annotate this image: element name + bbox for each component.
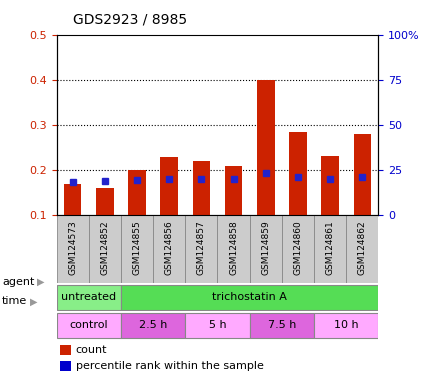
Text: GSM124573: GSM124573 — [68, 221, 77, 275]
Text: control: control — [69, 321, 108, 331]
FancyBboxPatch shape — [217, 215, 249, 283]
Text: 7.5 h: 7.5 h — [267, 321, 296, 331]
Text: untreated: untreated — [61, 292, 116, 302]
Text: GSM124852: GSM124852 — [100, 221, 109, 275]
FancyBboxPatch shape — [121, 285, 378, 310]
Text: GSM124855: GSM124855 — [132, 221, 141, 275]
Bar — [59, 345, 71, 355]
Bar — [321, 156, 338, 215]
Bar — [224, 166, 242, 215]
Text: 2.5 h: 2.5 h — [138, 321, 167, 331]
Bar — [192, 161, 210, 215]
FancyBboxPatch shape — [249, 215, 281, 283]
Text: trichostatin A: trichostatin A — [212, 292, 286, 302]
Bar — [96, 188, 113, 215]
Text: GSM124858: GSM124858 — [229, 221, 237, 275]
Text: count: count — [76, 345, 107, 355]
FancyBboxPatch shape — [281, 215, 313, 283]
Bar — [160, 157, 178, 215]
Text: GSM124856: GSM124856 — [164, 221, 173, 275]
Text: time: time — [2, 296, 27, 306]
FancyBboxPatch shape — [345, 215, 378, 283]
FancyBboxPatch shape — [56, 215, 89, 283]
FancyBboxPatch shape — [121, 215, 153, 283]
Text: GDS2923 / 8985: GDS2923 / 8985 — [73, 13, 187, 27]
Text: ▶: ▶ — [37, 277, 44, 287]
FancyBboxPatch shape — [313, 215, 345, 283]
Text: GSM124857: GSM124857 — [197, 221, 205, 275]
Text: ▶: ▶ — [30, 296, 37, 306]
Text: GSM124861: GSM124861 — [325, 221, 334, 275]
Text: GSM124859: GSM124859 — [261, 221, 270, 275]
Text: 5 h: 5 h — [208, 321, 226, 331]
Text: agent: agent — [2, 277, 34, 287]
Text: 10 h: 10 h — [333, 321, 358, 331]
Bar — [59, 361, 71, 371]
FancyBboxPatch shape — [56, 313, 121, 338]
Bar — [64, 184, 81, 215]
Bar — [128, 170, 145, 215]
FancyBboxPatch shape — [185, 313, 249, 338]
FancyBboxPatch shape — [121, 313, 185, 338]
Text: GSM124862: GSM124862 — [357, 221, 366, 275]
FancyBboxPatch shape — [153, 215, 185, 283]
Bar — [353, 134, 370, 215]
FancyBboxPatch shape — [56, 285, 121, 310]
FancyBboxPatch shape — [185, 215, 217, 283]
Text: percentile rank within the sample: percentile rank within the sample — [76, 361, 263, 371]
Text: GSM124860: GSM124860 — [293, 221, 302, 275]
Bar — [289, 132, 306, 215]
FancyBboxPatch shape — [89, 215, 121, 283]
FancyBboxPatch shape — [313, 313, 378, 338]
Bar — [256, 80, 274, 215]
FancyBboxPatch shape — [249, 313, 313, 338]
